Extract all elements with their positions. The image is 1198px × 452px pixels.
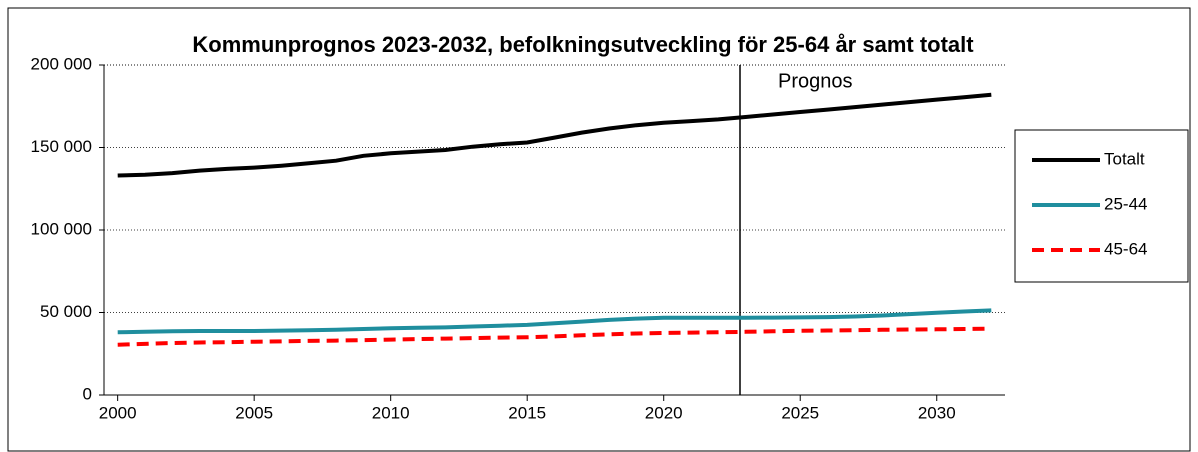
- chart-border: [7, 7, 1191, 452]
- x-tick-label: 2005: [235, 403, 273, 422]
- x-tick-label: 2020: [645, 403, 683, 422]
- series-line: [117, 92, 992, 178]
- y-tick-label: 0: [83, 384, 92, 403]
- x-tick-label: 2010: [372, 403, 410, 422]
- x-tick-label: 2000: [99, 403, 137, 422]
- chart-title: Kommunprognos 2023-2032, befolkningsutve…: [192, 32, 974, 57]
- legend-label: 45-64: [1104, 239, 1147, 258]
- legend-label: 25-44: [1104, 194, 1147, 213]
- series-line: [117, 326, 992, 347]
- series-line: [117, 308, 992, 335]
- legend-label: Totalt: [1104, 149, 1145, 168]
- y-tick-label: 150 000: [31, 137, 92, 156]
- y-tick-label: 100 000: [31, 219, 92, 238]
- x-tick-label: 2030: [918, 403, 956, 422]
- y-tick-label: 50 000: [40, 302, 92, 321]
- x-tick-label: 2015: [508, 403, 546, 422]
- x-tick-label: 2025: [781, 403, 819, 422]
- y-tick-label: 200 000: [31, 54, 92, 73]
- annotation: Prognos: [778, 70, 853, 92]
